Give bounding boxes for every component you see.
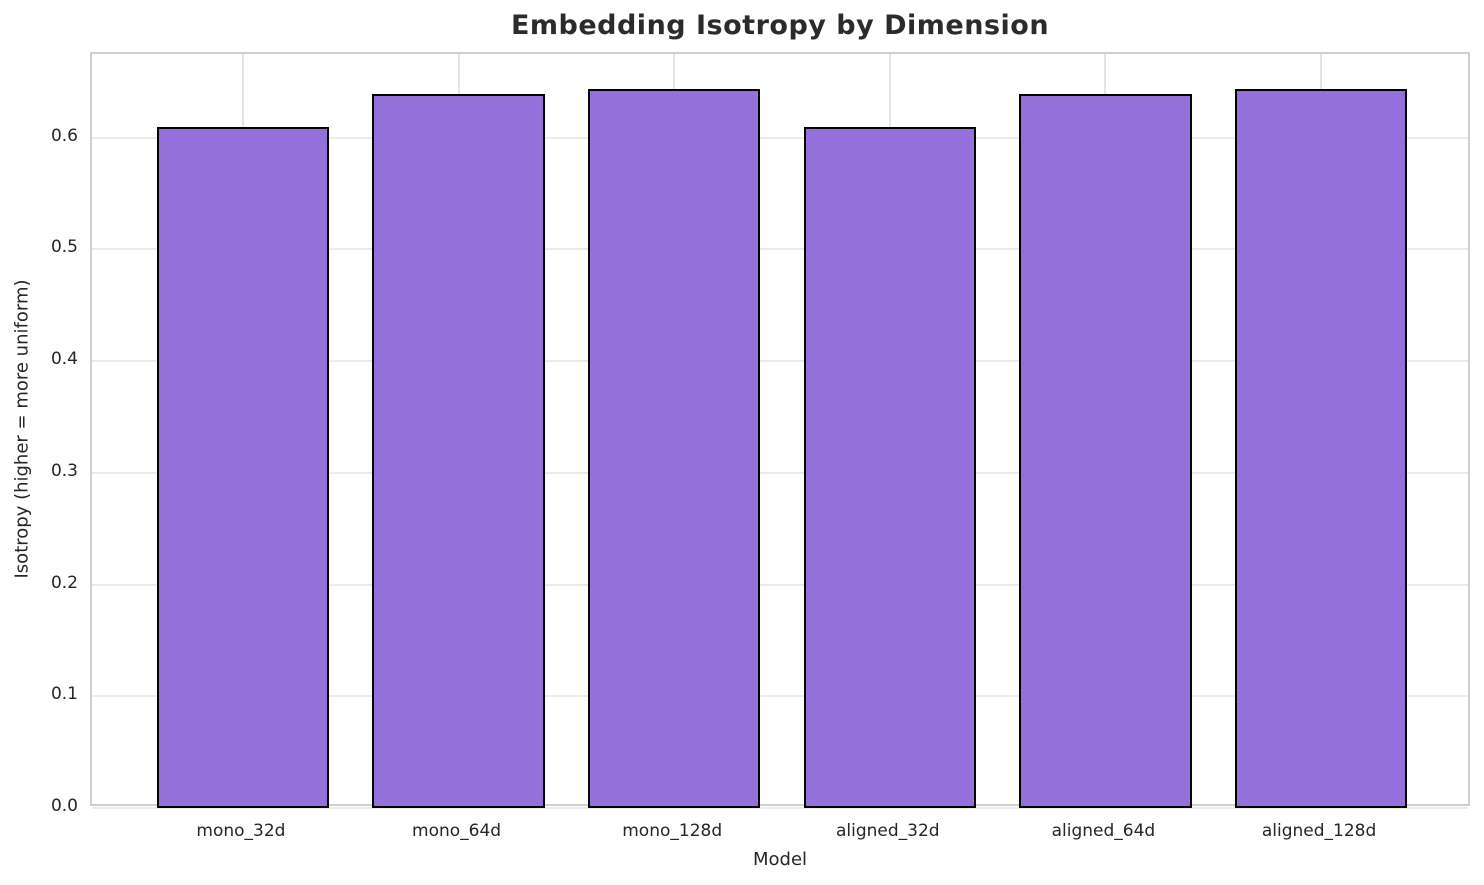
y-tick-label: 0.0 xyxy=(50,796,78,816)
gridline-horizontal xyxy=(92,583,1468,586)
gridline-horizontal xyxy=(92,807,1468,809)
x-tick-label: mono_64d xyxy=(412,821,502,841)
bar-mono_128d xyxy=(587,88,761,808)
x-tick-label: mono_32d xyxy=(196,821,286,841)
bar-aligned_32d xyxy=(803,126,977,808)
chart-title: Embedding Isotropy by Dimension xyxy=(510,10,1050,41)
y-tick-label: 0.1 xyxy=(50,684,78,705)
bar-mono_32d xyxy=(156,126,330,808)
bar-aligned_128d xyxy=(1234,88,1408,808)
y-tick-label: 0.2 xyxy=(50,572,78,593)
x-tick-label: mono_128d xyxy=(622,821,723,841)
y-tick-label: 0.3 xyxy=(50,460,78,481)
gridline-horizontal xyxy=(92,471,1468,474)
plot-area xyxy=(90,52,1470,809)
gridline-horizontal xyxy=(92,695,1468,698)
y-tick-label: 0.5 xyxy=(50,237,78,258)
bar-mono_64d xyxy=(372,94,545,808)
gridline-horizontal xyxy=(92,248,1468,251)
x-tick-label: aligned_128d xyxy=(1261,821,1377,841)
y-axis-label: Isotropy (higher = more uniform) xyxy=(11,279,33,579)
y-tick-label: 0.4 xyxy=(50,349,78,370)
x-axis-label: Model xyxy=(752,849,808,870)
x-tick-label: aligned_32d xyxy=(836,821,940,841)
bar-aligned_64d xyxy=(1019,94,1192,808)
x-tick-label: aligned_64d xyxy=(1051,821,1156,841)
y-tick-label: 0.6 xyxy=(50,125,78,146)
gridline-horizontal xyxy=(92,136,1468,139)
gridline-horizontal xyxy=(92,360,1468,363)
